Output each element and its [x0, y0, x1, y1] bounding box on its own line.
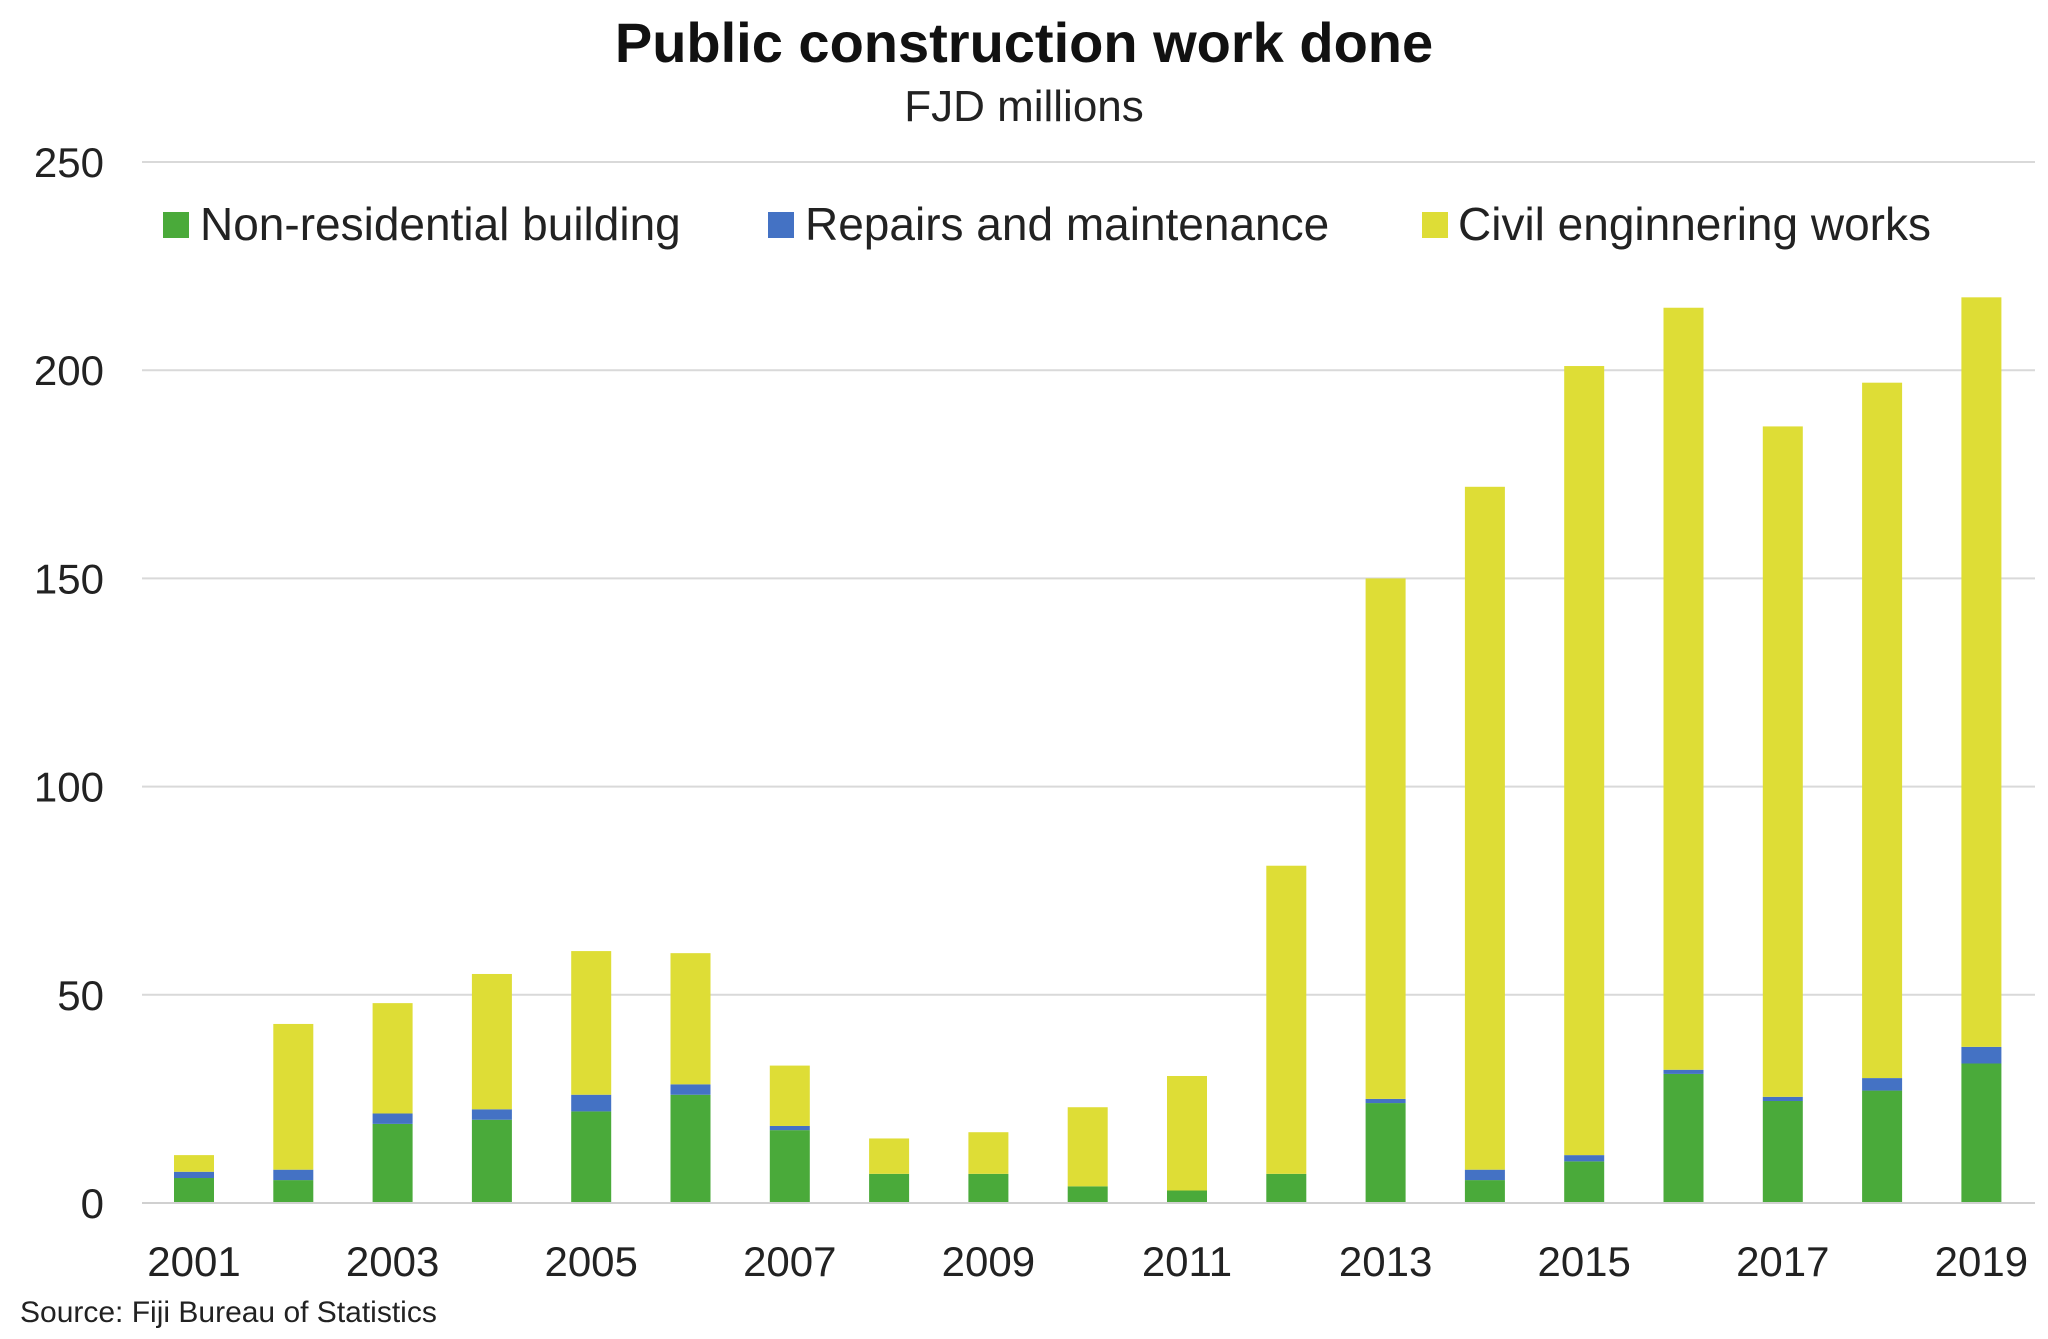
bar-2016-series-0	[1663, 1073, 1704, 1203]
legend-label-0: Non-residential building	[200, 198, 681, 250]
bar-2009-series-2	[968, 1132, 1009, 1174]
y-tick-label: 0	[81, 1180, 104, 1227]
bar-2015-series-2	[1564, 366, 1605, 1156]
y-tick-label: 250	[34, 139, 104, 186]
x-tick-label: 2011	[1142, 1238, 1232, 1285]
bar-2010-series-2	[1067, 1107, 1108, 1187]
bar-2017-series-2	[1762, 426, 1803, 1097]
bar-2017-series-0	[1762, 1100, 1803, 1203]
bar-2019-series-1	[1961, 1046, 2002, 1064]
x-tick-label: 2005	[544, 1238, 637, 1285]
bar-2003-series-1	[372, 1113, 413, 1124]
bar-2010-series-0	[1067, 1186, 1108, 1203]
gridlines	[142, 161, 2035, 996]
x-tick-label: 2003	[346, 1238, 439, 1285]
x-tick-label: 2015	[1537, 1238, 1630, 1285]
bar-2014-series-0	[1464, 1180, 1505, 1203]
chart-subtitle: FJD millions	[904, 82, 1144, 131]
bar-2007-series-1	[769, 1125, 810, 1131]
bar-2014-series-1	[1464, 1169, 1505, 1181]
bar-2016-series-1	[1663, 1069, 1704, 1074]
legend-swatch-1	[768, 212, 794, 238]
x-tick-label: 2007	[743, 1238, 836, 1285]
x-tick-label: 2001	[147, 1238, 240, 1285]
bar-2015-series-0	[1564, 1161, 1605, 1203]
y-tick-label: 100	[34, 764, 104, 811]
axes: 0 50 100 150 200 250 2001 2003 2005 2007 2009 2011 2…	[34, 139, 2035, 1285]
bar-2004-series-0	[471, 1119, 512, 1203]
bar-2001-series-0	[174, 1178, 214, 1203]
bar-2006-series-0	[670, 1094, 711, 1203]
bar-2007-series-2	[769, 1065, 810, 1126]
bar-2012-series-0	[1266, 1173, 1307, 1203]
bar-2005-series-0	[571, 1111, 612, 1203]
bars	[174, 297, 2002, 1203]
source-note: Source: Fiji Bureau of Statistics	[20, 1296, 437, 1329]
bar-2019-series-0	[1961, 1063, 2002, 1203]
bar-2006-series-1	[670, 1084, 711, 1095]
bar-2013-series-0	[1365, 1103, 1406, 1203]
bar-2004-series-2	[471, 973, 512, 1110]
bar-2018-series-0	[1862, 1090, 1903, 1203]
y-tick-label: 50	[57, 972, 104, 1019]
bar-2005-series-1	[571, 1094, 612, 1112]
bar-2012-series-2	[1266, 865, 1307, 1174]
x-tick-label: 2013	[1339, 1238, 1432, 1285]
bar-2008-series-2	[869, 1138, 910, 1174]
bar-2002-series-2	[273, 1023, 314, 1170]
bar-2009-series-0	[968, 1173, 1009, 1203]
bar-2003-series-0	[372, 1123, 413, 1203]
bar-2014-series-2	[1464, 486, 1505, 1170]
bar-2002-series-0	[273, 1180, 314, 1203]
bar-2005-series-2	[571, 951, 612, 1095]
bar-2006-series-2	[670, 953, 711, 1085]
legend-swatch-2	[1422, 212, 1448, 238]
legend-label-1: Repairs and maintenance	[805, 198, 1329, 250]
bar-2011-series-2	[1167, 1075, 1207, 1191]
chart-title: Public construction work done	[614, 11, 1434, 74]
bar-2004-series-1	[471, 1109, 512, 1120]
bar-2011-series-0	[1167, 1190, 1207, 1203]
bar-2002-series-1	[273, 1169, 314, 1181]
bar-2017-series-1	[1762, 1096, 1803, 1101]
bar-2019-series-2	[1961, 297, 2002, 1047]
bar-2015-series-1	[1564, 1155, 1605, 1162]
x-tick-label: 2009	[942, 1238, 1035, 1285]
bar-2013-series-2	[1365, 578, 1406, 1099]
legend-label-2: Civil enginnering works	[1458, 198, 1931, 250]
bar-2018-series-2	[1862, 382, 1903, 1079]
legend-swatch-0	[163, 212, 189, 238]
y-tick-label: 150	[34, 555, 104, 602]
bar-2003-series-2	[372, 1003, 413, 1114]
bar-2013-series-1	[1365, 1098, 1406, 1104]
bar-2008-series-0	[869, 1173, 910, 1203]
bar-2001-series-2	[174, 1155, 214, 1172]
y-tick-label: 200	[34, 347, 104, 394]
legend: Non-residential building Repairs and main…	[163, 198, 1931, 250]
bar-2001-series-1	[174, 1171, 214, 1179]
bar-2007-series-0	[769, 1130, 810, 1203]
bar-2018-series-1	[1862, 1078, 1903, 1091]
x-tick-label: 2017	[1736, 1238, 1829, 1285]
bar-2016-series-2	[1663, 307, 1704, 1070]
x-tick-label: 2019	[1935, 1238, 2028, 1285]
